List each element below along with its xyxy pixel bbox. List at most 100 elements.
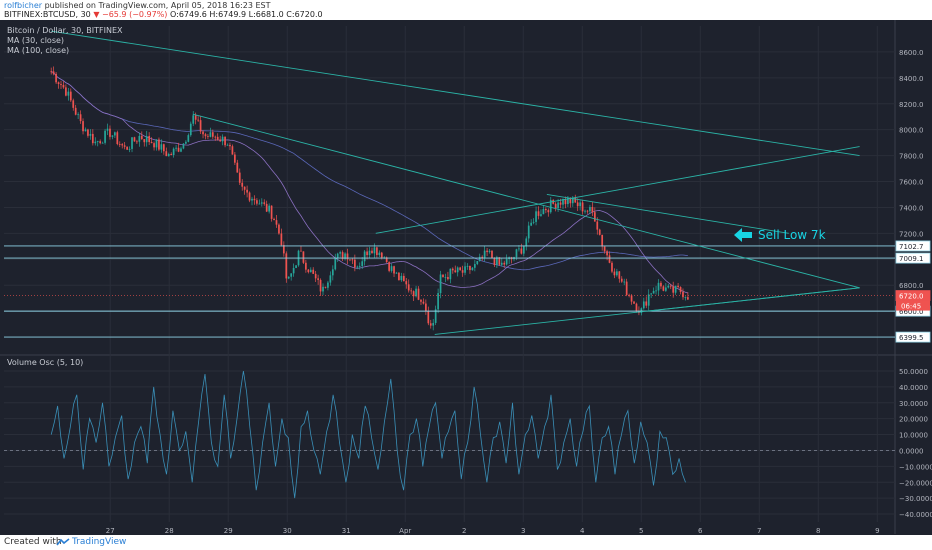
candle-body	[503, 262, 506, 265]
y-tick-label: 8600.0	[899, 49, 924, 57]
osc-y-axis: 50.0000 40.0000 30.0000 20.0000 10.0000 0.000…	[899, 368, 932, 519]
candle-body	[620, 278, 623, 282]
candle-body	[101, 142, 104, 144]
y-tick-label: 8200.0	[899, 101, 924, 109]
candle-body	[390, 266, 393, 271]
candle-body	[96, 141, 99, 142]
candle-body	[373, 247, 376, 254]
candle-body	[185, 141, 187, 144]
candle-body	[334, 258, 337, 270]
candle-body	[498, 257, 501, 265]
candle-body	[177, 147, 180, 152]
candle-body	[197, 119, 199, 121]
y-tick-label: 7800.0	[899, 153, 924, 161]
candle-body	[295, 265, 297, 268]
candle-body	[243, 186, 246, 190]
trendline	[51, 30, 860, 157]
countdown-text: 06:45	[901, 303, 921, 311]
candle-body	[442, 274, 444, 278]
tradingview-brand[interactable]: TradingView	[72, 537, 127, 547]
candle-body	[236, 162, 239, 173]
candle-body	[150, 142, 153, 144]
candle-body	[478, 256, 481, 262]
candle-body	[630, 295, 633, 302]
ma100-path	[51, 71, 688, 271]
price-tag-text: 7102.7	[899, 243, 924, 251]
candle-body	[246, 189, 248, 193]
candle-body	[170, 153, 173, 156]
candle-body	[82, 121, 84, 132]
price-tag-text: 6600.0	[899, 308, 924, 316]
candle-body	[84, 129, 87, 132]
candle-body	[221, 136, 224, 142]
x-tick-label: 28	[165, 527, 174, 535]
candle-body	[251, 198, 253, 201]
candle-body	[400, 275, 403, 281]
candle-body	[471, 267, 474, 271]
candle-body	[635, 303, 638, 312]
candle-body	[336, 253, 339, 259]
candle-body	[194, 115, 197, 120]
candle-body	[351, 259, 354, 261]
candle-body	[140, 135, 143, 140]
candle-body	[69, 91, 72, 101]
candle-body	[368, 250, 371, 256]
osc-tick-label: 0.0000	[899, 447, 924, 455]
candle-body	[547, 210, 550, 213]
candle-body	[427, 311, 430, 324]
symbol-line: BITFINEX:BTCUSD, 30	[4, 10, 91, 19]
osc-tick-label: −10.0000	[899, 463, 932, 471]
price-labels: 7102.7 7009.1 6720.0 6600.0 6399.5 06:45	[895, 240, 931, 343]
candle-body	[439, 274, 442, 294]
candle-body	[429, 323, 432, 326]
candle-body	[275, 220, 278, 225]
osc-tick-label: 30.0000	[899, 400, 928, 408]
osc-tick-label: 20.0000	[899, 416, 928, 424]
candle-body	[410, 290, 413, 292]
candle-body	[527, 225, 530, 239]
candle-body	[366, 251, 368, 256]
candle-body	[598, 229, 601, 235]
candle-body	[591, 207, 594, 213]
candle-body	[282, 245, 285, 254]
created-with-text: Created with	[4, 537, 62, 547]
candle-body	[522, 246, 525, 254]
candle-body	[466, 265, 469, 267]
osc-line	[50, 370, 686, 499]
candle-body	[309, 269, 312, 273]
candle-body	[679, 287, 682, 292]
candle-body	[613, 271, 616, 276]
x-tick-label: 27	[106, 527, 115, 535]
candle-body	[94, 141, 97, 144]
y-tick-label: 7400.0	[899, 204, 924, 212]
candle-body	[270, 205, 273, 219]
candle-body	[549, 199, 552, 213]
candle-body	[569, 198, 572, 204]
candle-body	[114, 132, 116, 136]
annotation-arrow	[734, 228, 752, 242]
candle-body	[606, 251, 608, 256]
candle-body	[412, 291, 415, 297]
candle-body	[126, 146, 128, 150]
trendline	[647, 287, 860, 312]
price-tag-box	[895, 240, 931, 252]
x-tick-label: 6	[698, 527, 703, 535]
candle-body	[62, 84, 65, 88]
candle-body	[456, 267, 459, 273]
candle-body	[363, 251, 366, 262]
candle-body	[356, 266, 359, 268]
candle-body	[542, 209, 545, 215]
candle-body	[278, 224, 280, 234]
trendline	[375, 146, 860, 234]
candle-body	[623, 281, 626, 283]
candle-body	[317, 278, 319, 280]
candle-body	[672, 286, 675, 293]
candle-body	[476, 261, 479, 265]
author-link[interactable]: rolfbicher	[4, 1, 43, 10]
candle-body	[650, 293, 653, 295]
candle-body	[571, 197, 574, 204]
candle-body	[454, 270, 457, 273]
ohlc-values: O:6749.6 H:6749.9 L:6681.0 C:6720.0	[169, 10, 323, 19]
chart-area[interactable]: 6400.06600.06800.07000.07200.07400.07600…	[0, 20, 932, 535]
candle-body	[253, 198, 256, 201]
